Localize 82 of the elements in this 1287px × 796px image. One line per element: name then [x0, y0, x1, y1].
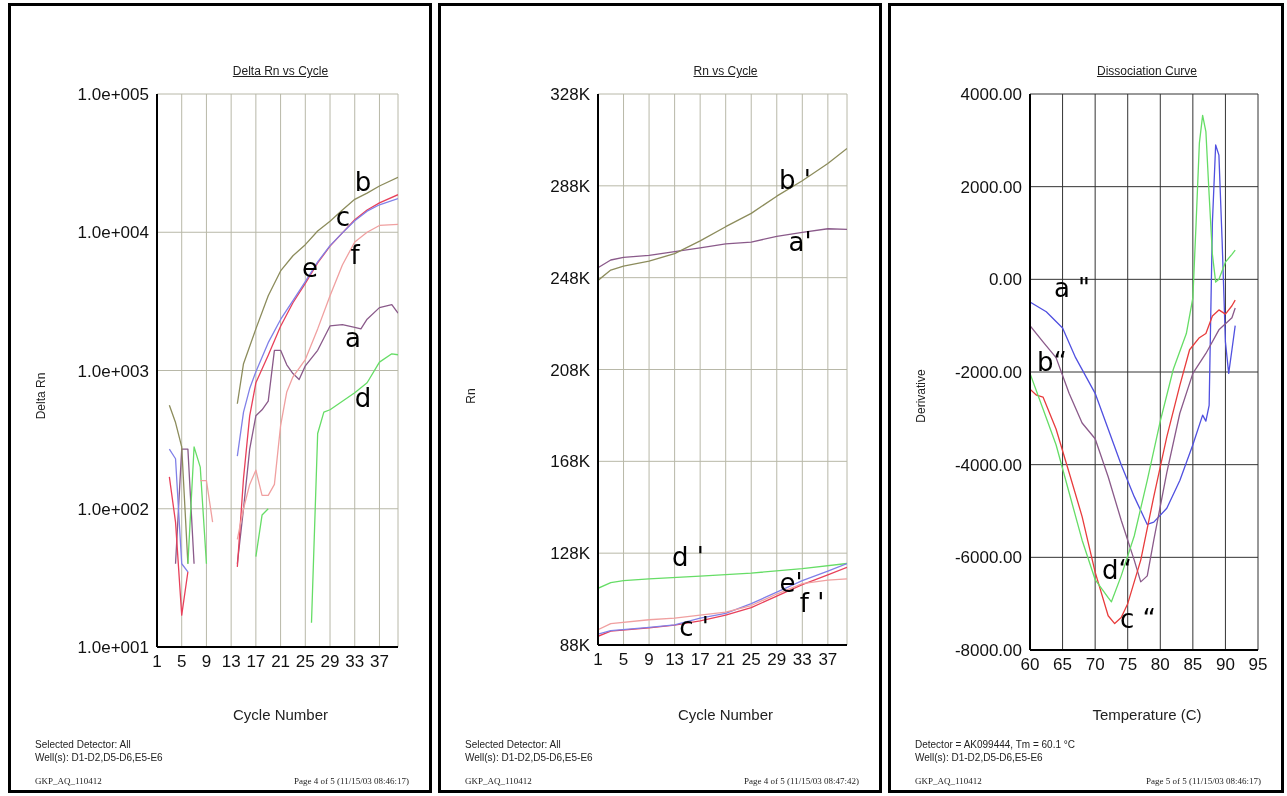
x-tick-label: 70 [1085, 655, 1105, 675]
series-label: d ' [672, 542, 704, 572]
series-label: d [354, 383, 372, 413]
y-tick-label: 128K [550, 544, 591, 564]
y-tick-label: 2000.00 [960, 177, 1022, 197]
x-tick-label: 65 [1053, 655, 1073, 675]
text: Page 5 of 5 (11/15/03 08:46:17) [1146, 776, 1261, 786]
y-axis-title: Delta Rn [34, 372, 48, 420]
text: Selected Detector: All [35, 739, 131, 750]
y-tick-label: 1.0e+002 [77, 499, 149, 519]
y-tick-label: 4000.00 [960, 85, 1022, 105]
line-series [1030, 114, 1236, 603]
series-label: b ' [779, 165, 811, 195]
y-tick-label: 288K [550, 176, 591, 196]
series-label: b [354, 167, 372, 197]
series-label: a' [788, 227, 812, 257]
x-tick-label: 9 [201, 652, 212, 672]
y-tick-label: -6000.00 [954, 548, 1022, 568]
series-label: a [345, 323, 361, 353]
line-series [598, 228, 847, 269]
y-tick-label: 328K [550, 85, 591, 105]
x-tick-label: 9 [644, 650, 654, 670]
text: GKP_AQ_110412 [465, 776, 532, 786]
x-tick-label: 25 [741, 650, 761, 670]
text: Page 4 of 5 (11/15/03 08:47:42) [744, 776, 859, 786]
x-tick-label: 29 [320, 652, 340, 672]
y-tick-label: 88K [559, 636, 591, 656]
text: Selected Detector: All [465, 739, 561, 750]
x-tick-label: 5 [176, 652, 187, 672]
line-series [598, 147, 847, 282]
x-tick-label: 33 [345, 652, 365, 672]
y-tick-label: -2000.00 [954, 363, 1022, 383]
line-series [1030, 144, 1236, 526]
x-tick-label: 75 [1118, 655, 1138, 675]
text: Well(s): D1-D2,D5-D6,E5-E6 [465, 752, 593, 763]
y-axis-title: Rn [464, 388, 478, 404]
text: Detector = AK099444, Tm = 60.1 °C [915, 739, 1076, 750]
line-series [1030, 307, 1236, 583]
text: Well(s): D1-D2,D5-D6,E5-E6 [35, 752, 163, 763]
x-tick-label: 1 [152, 652, 162, 672]
y-tick-label: 1.0e+005 [77, 85, 149, 105]
text: Well(s): D1-D2,D5-D6,E5-E6 [915, 752, 1043, 763]
x-tick-label: 85 [1183, 655, 1203, 675]
series-label: e [302, 253, 318, 283]
chart-title: Delta Rn vs Cycle [231, 64, 330, 78]
text: Page 4 of 5 (11/15/03 08:46:17) [294, 776, 409, 786]
x-tick-label: 13 [221, 652, 241, 672]
x-axis-title: Cycle Number [677, 706, 774, 723]
x-tick-label: 37 [370, 652, 389, 672]
x-tick-label: 25 [295, 652, 315, 672]
x-tick-label: 21 [271, 652, 291, 672]
x-axis-title: Temperature (C) [1091, 706, 1203, 723]
y-axis-title: Derivative [914, 369, 928, 423]
y-tick-label: 248K [550, 268, 591, 288]
y-tick-label: 1.0e+004 [77, 223, 149, 243]
y-tick-label: 208K [550, 360, 591, 380]
chart-title: Rn vs Cycle [692, 64, 759, 78]
x-tick-label: 29 [767, 650, 787, 670]
x-tick-label: 80 [1150, 655, 1170, 675]
x-tick-label: 37 [818, 650, 838, 670]
text: GKP_AQ_110412 [35, 776, 102, 786]
text: GKP_AQ_110412 [915, 776, 982, 786]
x-tick-label: 17 [690, 650, 710, 670]
y-tick-label: 168K [550, 452, 591, 472]
y-tick-label: 0.00 [988, 270, 1022, 290]
x-axis-title: Cycle Number [232, 706, 329, 723]
y-tick-label: 1.0e+001 [77, 638, 149, 658]
x-tick-label: 17 [246, 652, 266, 672]
series-label: f [350, 240, 360, 270]
x-tick-label: 5 [618, 650, 629, 670]
x-tick-label: 21 [716, 650, 736, 670]
series-label: c [335, 202, 351, 232]
x-tick-label: 95 [1248, 655, 1268, 675]
x-tick-label: 90 [1215, 655, 1235, 675]
y-tick-label: -4000.00 [954, 455, 1022, 475]
x-tick-label: 33 [792, 650, 812, 670]
x-tick-label: 13 [665, 650, 685, 670]
x-tick-label: 1 [593, 650, 603, 670]
chart-title: Dissociation Curve [1095, 64, 1198, 78]
y-tick-label: -8000.00 [954, 641, 1022, 661]
y-tick-label: 1.0e+003 [77, 361, 149, 381]
x-tick-label: 60 [1020, 655, 1040, 675]
